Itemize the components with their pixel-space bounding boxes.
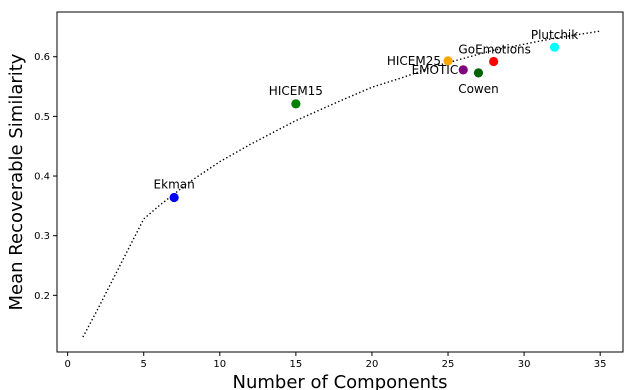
x-tick-label: 35 (594, 359, 607, 370)
trend-curve-layer (82, 30, 601, 338)
x-tick-label: 5 (141, 359, 147, 370)
y-tick-label: 0.5 (34, 112, 50, 123)
data-point-hicem15 (291, 99, 301, 109)
data-label-plutchik: Plutchik (531, 28, 578, 42)
plot-frame (56, 11, 624, 353)
y-tick-label: 0.6 (34, 52, 50, 63)
y-axis-label: Mean Recoverable Similarity (6, 53, 27, 310)
x-tick-label: 10 (213, 359, 226, 370)
y-tick-label: 0.2 (34, 291, 50, 302)
data-point-emotic (458, 65, 468, 75)
data-label-emotic: EMOTIC (412, 63, 459, 77)
x-tick-label: 15 (290, 359, 303, 370)
x-tick-label: 0 (64, 359, 70, 370)
data-label-ekman: Ekman (154, 178, 195, 192)
data-label-hicem15: HICEM15 (269, 84, 323, 98)
data-label-hicem25: HICEM25 (387, 54, 441, 68)
y-tick-label: 0.4 (34, 172, 50, 183)
y-tick-label: 0.3 (34, 231, 50, 242)
tick-layer: 0 5 10 15 20 25 30 35 0.2 0.3 0.4 0.5 0.6 (34, 52, 606, 370)
data-point-cowen (473, 68, 484, 78)
data-point-ekman (169, 192, 179, 203)
data-point-goemotions (489, 56, 499, 67)
data-label-goemotions: GoEmotions (458, 43, 531, 57)
data-point-hicem25 (443, 56, 453, 66)
data-point-plutchik (549, 42, 560, 52)
trend-curve (82, 30, 601, 338)
data-label-cowen: Cowen (458, 82, 499, 96)
x-tick-label: 20 (366, 359, 379, 370)
x-tick-label: 25 (442, 359, 455, 370)
x-tick-label: 30 (518, 359, 531, 370)
x-axis-label: Number of Components (233, 372, 448, 390)
